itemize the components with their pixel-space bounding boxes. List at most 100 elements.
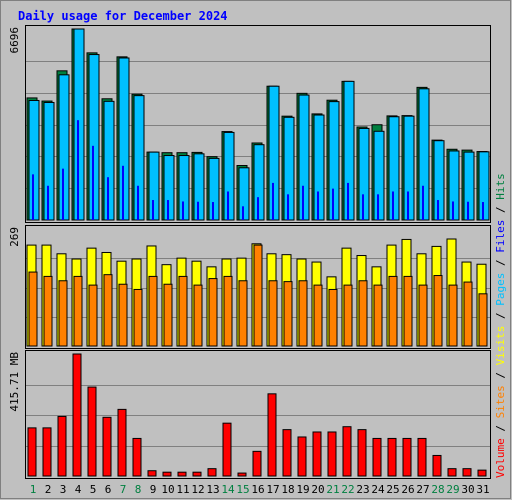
bar-sites-day-13: [208, 278, 218, 347]
x-tick-day-18: 18: [281, 483, 294, 496]
x-tick-day-8: 8: [135, 483, 142, 496]
x-tick-day-10: 10: [161, 483, 174, 496]
bar-sites-day-6: [103, 274, 113, 347]
bar-pages-day-5: [92, 145, 94, 220]
panel-volume: 415.71 MB: [8, 350, 491, 479]
bar-sites-day-2: [43, 275, 53, 347]
bar-volume-day-11: [177, 471, 187, 477]
x-tick-day-22: 22: [341, 483, 354, 496]
x-tick-day-21: 21: [326, 483, 339, 496]
bar-volume-day-1: [27, 427, 37, 477]
bar-volume-day-10: [162, 471, 172, 477]
bar-volume-day-22: [342, 426, 352, 477]
bar-sites-day-8: [133, 288, 143, 347]
bar-pages-day-8: [137, 185, 139, 220]
bar-pages-day-16: [257, 197, 259, 220]
bar-volume-day-3: [57, 415, 67, 477]
bar-sites-day-4: [73, 275, 83, 347]
bar-volume-day-15: [237, 472, 247, 477]
bar-volume-day-5: [87, 386, 97, 477]
x-tick-day-5: 5: [90, 483, 97, 496]
bar-volume-day-13: [207, 468, 217, 477]
legend-item-pages: Pages: [494, 273, 507, 306]
bar-pages-day-28: [437, 200, 439, 220]
bar-volume-day-12: [192, 471, 202, 477]
x-tick-day-17: 17: [266, 483, 279, 496]
bar-sites-day-15: [238, 280, 248, 347]
x-tick-day-24: 24: [371, 483, 385, 496]
bar-pages-day-6: [107, 177, 109, 220]
bar-volume-day-18: [282, 429, 292, 477]
bar-pages-day-22: [347, 182, 349, 220]
x-tick-day-14: 14: [221, 483, 235, 496]
bar-volume-day-7: [117, 408, 127, 477]
bar-sites-day-31: [478, 293, 488, 347]
bar-pages-day-20: [317, 191, 319, 220]
bar-sites-day-24: [373, 284, 383, 347]
bar-volume-day-30: [462, 468, 472, 477]
x-tick-day-28: 28: [431, 483, 444, 496]
bar-volume-day-8: [132, 437, 142, 477]
bar-pages-day-21: [332, 188, 334, 220]
bar-sites-day-19: [298, 280, 308, 347]
bar-volume-day-17: [267, 393, 277, 477]
bar-pages-day-14: [227, 191, 229, 220]
bar-pages-day-15: [242, 206, 244, 220]
bar-pages-day-19: [302, 185, 304, 220]
chart-title: Daily usage for December 2024: [18, 9, 228, 23]
bar-sites-day-12: [193, 284, 203, 347]
bar-pages-day-2: [47, 185, 49, 220]
bar-pages-day-17: [272, 182, 274, 220]
bar-volume-day-29: [447, 468, 457, 477]
bar-pages-day-1: [32, 174, 34, 220]
y-max-label-hits-files-pages: 6696: [8, 27, 21, 54]
bar-volume-day-27: [417, 437, 427, 477]
x-tick-day-27: 27: [416, 483, 429, 496]
bar-pages-day-3: [62, 168, 64, 220]
legend-text: Volume / Sites / Visits / Pages / Files …: [494, 173, 507, 478]
bar-pages-day-7: [122, 165, 124, 220]
bar-volume-day-4: [72, 353, 82, 477]
bar-pages-day-25: [392, 191, 394, 220]
panel-hits-files-pages: 6696: [8, 25, 491, 223]
chart-panels: 6696 269 415.71 MB: [8, 25, 491, 479]
bar-pages-day-9: [152, 200, 154, 220]
bar-sites-day-22: [343, 284, 353, 347]
x-tick-day-19: 19: [296, 483, 309, 496]
bar-pages-day-10: [167, 200, 169, 220]
x-tick-day-1: 1: [30, 483, 37, 496]
bar-pages-day-18: [287, 194, 289, 220]
bar-volume-day-28: [432, 454, 442, 477]
legend-separator: /: [494, 306, 507, 326]
x-axis-day-labels: 1 2 3 4 5 6 7 8 9 10 11 12 13 14 15 16 17 18 19 20 21 22 23 24 2…: [30, 483, 490, 496]
bar-sites-day-14: [223, 275, 233, 347]
bar-sites-day-11: [178, 275, 188, 347]
legend-separator: /: [494, 253, 507, 273]
bar-volume-day-23: [357, 429, 367, 477]
bar-sites-day-27: [418, 284, 428, 347]
bar-volume-day-9: [147, 470, 157, 477]
x-tick-day-12: 12: [191, 483, 204, 496]
bar-sites-day-9: [148, 275, 158, 347]
x-tick-day-23: 23: [356, 483, 369, 496]
bar-pages-day-12: [197, 201, 199, 220]
bar-sites-day-1: [28, 271, 38, 347]
bar-sites-day-29: [448, 284, 458, 347]
bar-pages-day-24: [377, 194, 379, 220]
y-max-label-volume: 415.71 MB: [8, 352, 21, 412]
x-tick-day-16: 16: [251, 483, 264, 496]
bar-pages-day-13: [212, 202, 214, 220]
bar-volume-day-24: [372, 437, 382, 477]
bar-volume-day-20: [312, 431, 322, 477]
panel-visits-sites: 269: [8, 225, 491, 349]
x-tick-day-6: 6: [105, 483, 112, 496]
x-tick-day-31: 31: [476, 483, 489, 496]
x-tick-day-13: 13: [206, 483, 219, 496]
bar-sites-day-30: [463, 281, 473, 347]
x-tick-day-9: 9: [150, 483, 157, 496]
bar-sites-day-16: [253, 244, 263, 347]
legend-item-files: Files: [494, 220, 507, 253]
bar-sites-day-26: [403, 275, 413, 347]
